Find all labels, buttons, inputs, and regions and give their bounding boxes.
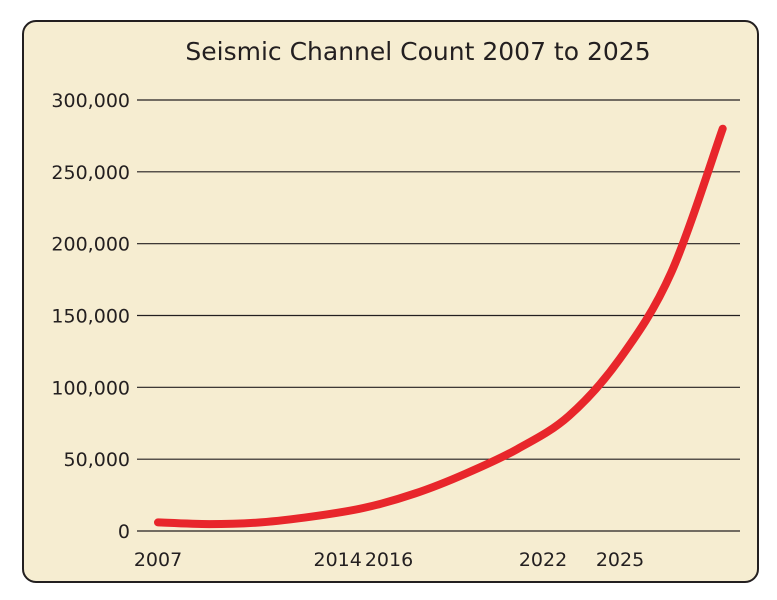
y-tick-label: 100,000 (51, 377, 130, 399)
y-axis-tick-labels: 0 50,000 100,000 150,000 200,000 250,000 300,0… (51, 90, 130, 543)
x-tick-label: 2016 (365, 549, 413, 571)
chart-card (22, 20, 759, 583)
x-tick-label: 2007 (134, 549, 182, 571)
y-tick-label: 150,000 (51, 306, 130, 328)
y-tick-label: 200,000 (51, 234, 130, 256)
y-tick-label: 50,000 (64, 449, 130, 471)
x-tick-label: 2014 (313, 549, 361, 571)
grid-lines (137, 99, 740, 532)
y-tick-label: 300,000 (51, 90, 130, 112)
chart-title: Seismic Channel Count 2007 to 2025 (185, 37, 650, 66)
x-tick-label: 2025 (596, 549, 644, 571)
series-group (154, 124, 727, 529)
y-tick-label: 250,000 (51, 162, 130, 184)
x-axis-tick-labels: 2007 2014 2016 2022 2025 (134, 549, 644, 571)
series-line (154, 124, 727, 529)
x-tick-label: 2022 (519, 549, 567, 571)
y-tick-label: 0 (118, 521, 130, 543)
